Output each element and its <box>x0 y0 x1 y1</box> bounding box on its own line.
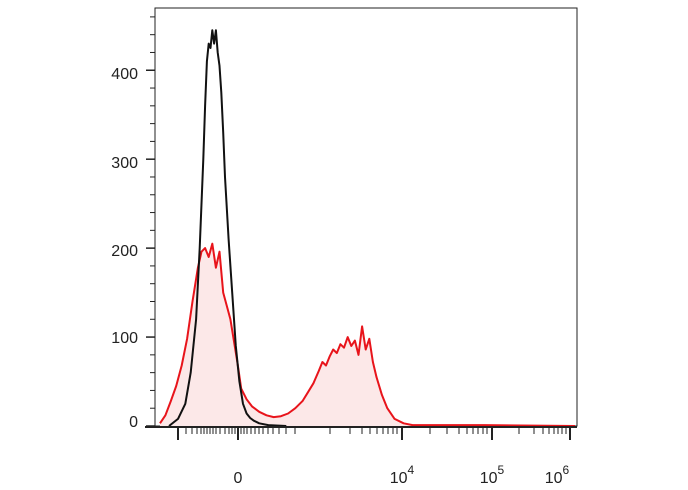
y-tick-label-0: 0 <box>129 414 138 431</box>
x-tick-label-1e4: 104 <box>390 463 415 487</box>
series-layer <box>159 29 576 427</box>
y-tick-label-300: 300 <box>111 155 138 172</box>
y-tick-label-200: 200 <box>111 243 138 260</box>
x-tick-label-0: 0 <box>234 470 243 487</box>
series-0-area <box>160 243 575 426</box>
x-tick-label-1e5: 105 <box>480 463 505 487</box>
series-0-line <box>159 242 576 427</box>
x-axis <box>145 426 577 440</box>
x-tick-label-1e6: 106 <box>545 463 570 487</box>
y-axis <box>146 8 156 427</box>
series-1-line <box>168 29 287 427</box>
y-tick-label-100: 100 <box>111 330 138 347</box>
y-tick-label-400: 400 <box>111 66 138 83</box>
